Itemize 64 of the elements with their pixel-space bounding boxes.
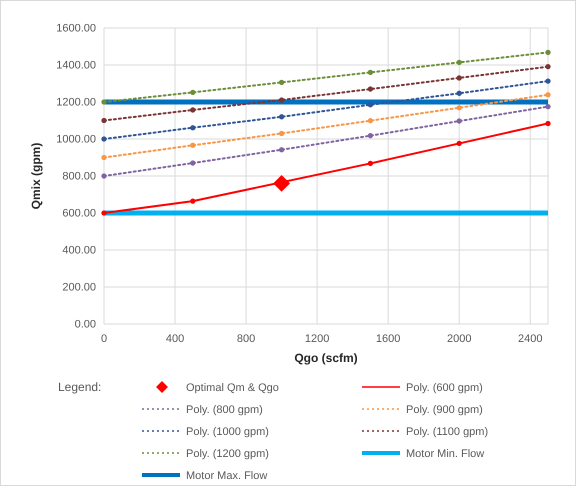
point — [101, 118, 107, 124]
x-tick-label: 2400 — [518, 332, 542, 345]
point — [278, 147, 284, 152]
point — [190, 125, 196, 130]
point — [368, 160, 374, 166]
y-tick-label: 1200.00 — [56, 96, 96, 109]
point — [278, 97, 284, 103]
point — [368, 86, 374, 92]
y-tick-label: 600.00 — [62, 208, 96, 220]
point — [456, 118, 462, 124]
x-tick-label: 1600 — [376, 332, 400, 345]
x-axis-title: Qgo (scfm) — [294, 351, 358, 365]
point — [190, 160, 196, 166]
point — [456, 75, 462, 81]
y-tick-label: 1400.00 — [56, 60, 96, 72]
legend-label: Poly. (600 gpm) — [406, 382, 483, 394]
x-tick-label: 1200 — [304, 332, 330, 345]
point — [101, 136, 107, 142]
legend-label: Poly. (800 gpm) — [186, 404, 263, 416]
legend-title: Legend: — [58, 380, 102, 394]
x-tick-label: 800 — [236, 332, 256, 345]
point — [545, 50, 551, 56]
x-tick-label: 2000 — [446, 332, 472, 345]
legend-label: Poly. (1100 gpm) — [406, 426, 488, 438]
point — [368, 133, 374, 138]
point — [190, 107, 196, 113]
point — [278, 114, 284, 120]
legend-label: Optimal Qm & Qgo — [186, 382, 279, 394]
point — [101, 154, 107, 160]
x-tick-label: 400 — [166, 332, 184, 345]
point — [190, 142, 196, 148]
point — [101, 173, 107, 179]
y-tick-label: 0.00 — [74, 318, 96, 331]
point — [190, 90, 196, 96]
x-tick-label: 0 — [100, 332, 108, 345]
point — [545, 92, 551, 98]
y-axis-title: Qmix (gpm) — [29, 142, 43, 210]
legend-label: Poly. (900 gpm) — [406, 404, 483, 416]
point — [190, 198, 196, 204]
point — [278, 130, 284, 136]
y-tick-label: 400.00 — [62, 244, 96, 257]
legend-label: Poly. (1200 gpm) — [186, 448, 269, 460]
y-tick-label: 1000.00 — [56, 134, 96, 146]
point — [368, 102, 374, 108]
point — [278, 80, 284, 86]
point — [545, 64, 551, 70]
y-tick-label: 800.00 — [62, 170, 96, 183]
point — [101, 210, 107, 216]
point — [545, 120, 551, 126]
y-tick-label: 1600.00 — [56, 22, 96, 35]
point — [101, 99, 107, 105]
legend-label: Motor Min. Flow — [406, 448, 484, 460]
point — [456, 60, 462, 66]
point — [368, 70, 374, 76]
point — [456, 90, 462, 96]
point — [273, 175, 290, 192]
point — [368, 118, 374, 124]
point — [456, 105, 462, 110]
legend-label: Poly. (1000 gpm) — [186, 426, 269, 438]
point — [545, 104, 551, 110]
y-tick-label: 200.00 — [62, 282, 96, 294]
point — [456, 140, 462, 146]
point — [545, 78, 551, 84]
legend-label: Motor Max. Flow — [186, 470, 268, 482]
